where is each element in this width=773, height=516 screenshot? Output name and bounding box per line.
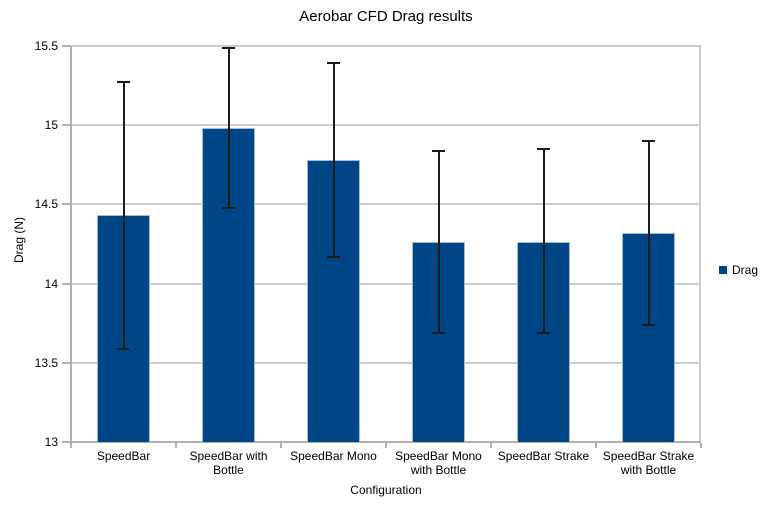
error-bar-line-6 [647,141,650,325]
y-axis-tick [62,282,71,285]
y-axis-title: Drag (N) [12,216,26,264]
error-bar-cap-bottom-1 [117,347,130,350]
category-label-3: SpeedBar Mono [290,449,377,463]
x-axis-tick [595,443,597,448]
gridline [71,124,701,127]
chart-title: Aerobar CFD Drag results [299,8,473,25]
category-label-4: SpeedBar Mono with Bottle [395,449,482,477]
y-axis-tick [62,441,71,443]
y-tick-label: 14 [44,276,58,291]
x-axis-tick [175,443,177,448]
x-axis-tick [70,443,72,448]
category-label-6: SpeedBar Strake with Bottle [602,449,695,477]
error-bar-cap-top-1 [117,81,130,84]
error-bar-cap-top-3 [327,62,340,65]
error-bar-cap-bottom-5 [537,331,550,334]
x-axis-tick [280,443,282,448]
error-bar-line-3 [332,63,335,257]
error-bar-line-5 [542,148,545,333]
error-bar-cap-top-6 [642,140,655,143]
y-tick-label: 13.5 [34,355,58,370]
gridline [71,282,701,285]
legend: Drag [719,263,758,277]
error-bar-line-1 [122,82,125,349]
x-axis-tick [490,443,492,448]
error-bar-cap-top-5 [537,147,550,150]
error-bar-cap-bottom-4 [432,331,445,334]
y-axis-tick [62,203,71,206]
error-bar-cap-bottom-3 [327,255,340,258]
x-axis-title: Configuration [350,483,422,497]
error-bar-line-4 [437,150,440,333]
category-label-1: SpeedBar [96,449,151,463]
error-bar-line-2 [227,47,230,208]
y-tick-label: 13 [44,435,58,449]
x-axis-tick [385,443,387,448]
x-axis-line [62,441,701,443]
y-axis-line [70,46,72,442]
y-tick-label: 15.5 [34,39,58,53]
category-label-5: SpeedBar Strake [497,449,590,463]
y-tick-label: 15 [44,118,58,133]
x-axis-tick [700,443,702,448]
y-tick-label: 14.5 [34,197,58,212]
category-label-2: SpeedBar with Bottle [189,449,268,477]
error-bar-cap-top-2 [222,46,235,49]
plot-right-border [699,46,701,442]
gridline [71,361,701,364]
y-axis-tick [62,361,71,364]
gridline [71,45,701,47]
error-bar-cap-top-4 [432,149,445,152]
y-axis-tick [62,45,71,47]
legend-label: Drag [732,263,759,277]
gridline [71,203,701,206]
y-axis-tick [62,124,71,127]
error-bar-cap-bottom-6 [642,323,655,326]
error-bar-cap-bottom-2 [222,206,235,209]
legend-swatch-drag [719,266,727,274]
